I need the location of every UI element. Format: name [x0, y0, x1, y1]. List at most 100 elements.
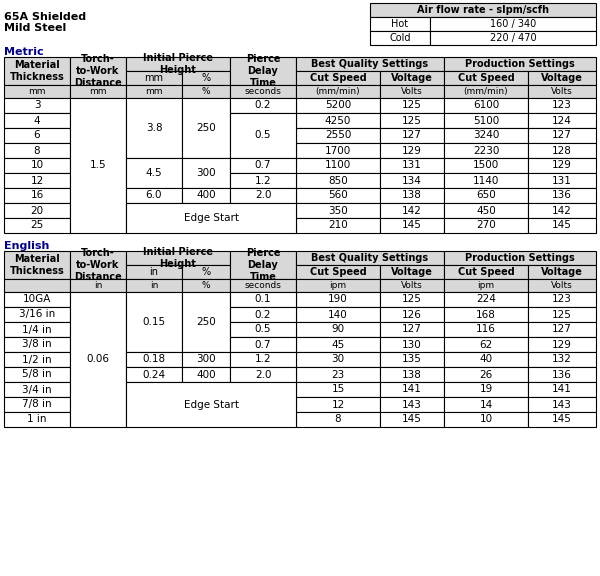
Text: Voltage: Voltage	[541, 267, 583, 277]
Text: Air flow rate - slpm/scfh: Air flow rate - slpm/scfh	[417, 5, 549, 15]
Text: 123: 123	[552, 294, 572, 305]
Bar	[528, 128, 596, 143]
Bar	[4, 85, 70, 98]
Bar	[528, 218, 596, 233]
Text: 25: 25	[31, 221, 44, 230]
Bar	[444, 352, 528, 367]
Text: 650: 650	[476, 191, 496, 200]
Text: 10: 10	[479, 415, 493, 425]
Text: 123: 123	[552, 100, 572, 111]
Text: 0.7: 0.7	[255, 339, 271, 350]
Bar	[182, 71, 230, 85]
Bar	[380, 128, 444, 143]
Bar	[182, 292, 230, 352]
Bar	[4, 307, 70, 322]
Text: 3240: 3240	[473, 131, 499, 141]
Text: ipm: ipm	[329, 281, 347, 290]
Text: 134: 134	[402, 176, 422, 185]
Text: 6: 6	[34, 131, 40, 141]
Bar	[444, 307, 528, 322]
Text: 15: 15	[331, 385, 344, 395]
Text: 141: 141	[552, 385, 572, 395]
Bar	[182, 367, 230, 382]
Bar	[528, 85, 596, 98]
Text: %: %	[202, 87, 211, 96]
Bar	[70, 279, 126, 292]
Bar	[380, 71, 444, 85]
Text: 5/8 in: 5/8 in	[22, 369, 52, 380]
Bar	[528, 98, 596, 113]
Bar	[296, 218, 380, 233]
Bar	[230, 322, 296, 337]
Bar	[528, 367, 596, 382]
Bar	[4, 188, 70, 203]
Text: 10GA: 10GA	[23, 294, 51, 305]
Bar	[4, 251, 70, 279]
Bar	[380, 98, 444, 113]
Text: 850: 850	[328, 176, 348, 185]
Text: mm: mm	[28, 87, 46, 96]
Bar	[126, 158, 182, 188]
Bar	[4, 292, 70, 307]
Bar	[380, 322, 444, 337]
Text: 168: 168	[476, 309, 496, 320]
Bar	[296, 352, 380, 367]
Text: Edge Start: Edge Start	[184, 213, 239, 223]
Bar	[528, 337, 596, 352]
Bar	[4, 322, 70, 337]
Text: 3: 3	[34, 100, 40, 111]
Text: 210: 210	[328, 221, 348, 230]
Text: 0.1: 0.1	[255, 294, 271, 305]
Text: 90: 90	[331, 324, 344, 335]
Text: Hot: Hot	[391, 19, 409, 29]
Bar	[380, 367, 444, 382]
Bar	[126, 57, 230, 71]
Bar	[296, 279, 380, 292]
Text: 300: 300	[196, 168, 216, 178]
Text: 125: 125	[402, 294, 422, 305]
Bar	[444, 128, 528, 143]
Text: 135: 135	[402, 354, 422, 365]
Text: Torch-
to-Work
Distance: Torch- to-Work Distance	[74, 54, 122, 88]
Bar	[528, 397, 596, 412]
Bar	[4, 173, 70, 188]
Bar	[230, 352, 296, 367]
Text: 138: 138	[402, 369, 422, 380]
Text: Edge Start: Edge Start	[184, 400, 239, 410]
Text: 4: 4	[34, 116, 40, 126]
Bar	[444, 397, 528, 412]
Bar	[444, 322, 528, 337]
Text: 4.5: 4.5	[146, 168, 163, 178]
Text: Material
Thickness: Material Thickness	[10, 254, 64, 276]
Bar	[296, 113, 380, 128]
Bar	[380, 265, 444, 279]
Text: 127: 127	[402, 324, 422, 335]
Bar	[70, 98, 126, 233]
Bar	[528, 188, 596, 203]
Bar	[380, 188, 444, 203]
Bar	[444, 158, 528, 173]
Bar	[528, 412, 596, 427]
Text: 129: 129	[552, 161, 572, 170]
Text: 8: 8	[335, 415, 341, 425]
Text: 145: 145	[552, 415, 572, 425]
Bar	[444, 98, 528, 113]
Bar	[296, 71, 380, 85]
Bar	[528, 382, 596, 397]
Text: 12: 12	[331, 400, 344, 410]
Bar	[444, 412, 528, 427]
Text: English: English	[4, 241, 49, 251]
Bar	[230, 367, 296, 382]
Text: Torch-
to-Work
Distance: Torch- to-Work Distance	[74, 248, 122, 282]
Bar	[296, 57, 444, 71]
Bar	[4, 128, 70, 143]
Text: 126: 126	[402, 309, 422, 320]
Bar	[380, 85, 444, 98]
Text: 2.0: 2.0	[255, 369, 271, 380]
Bar	[230, 292, 296, 307]
Bar	[4, 367, 70, 382]
Bar	[4, 397, 70, 412]
Bar	[444, 71, 528, 85]
Bar	[126, 382, 296, 427]
Text: 131: 131	[402, 161, 422, 170]
